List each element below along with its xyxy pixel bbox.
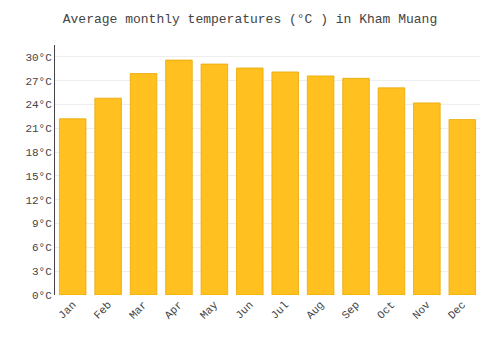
svg-text:Jul: Jul xyxy=(269,299,291,321)
svg-text:May: May xyxy=(198,299,221,322)
svg-text:Feb: Feb xyxy=(92,299,114,321)
svg-text:Dec: Dec xyxy=(446,299,468,321)
svg-text:30°C: 30°C xyxy=(25,52,52,64)
svg-text:Jan: Jan xyxy=(56,299,78,321)
svg-text:15°C: 15°C xyxy=(25,171,52,183)
svg-text:27°C: 27°C xyxy=(25,76,52,88)
svg-text:Average monthly temperatures (: Average monthly temperatures (°C ) in Kh… xyxy=(63,12,437,27)
svg-text:Aug: Aug xyxy=(304,299,326,321)
svg-text:18°C: 18°C xyxy=(25,147,52,159)
svg-text:9°C: 9°C xyxy=(32,218,52,230)
svg-text:21°C: 21°C xyxy=(25,123,52,135)
svg-text:Apr: Apr xyxy=(162,299,184,321)
svg-text:Jun: Jun xyxy=(233,299,255,321)
svg-text:Sep: Sep xyxy=(340,299,362,321)
svg-text:3°C: 3°C xyxy=(32,266,52,278)
svg-text:Oct: Oct xyxy=(375,299,397,321)
svg-text:24°C: 24°C xyxy=(25,99,52,111)
svg-text:12°C: 12°C xyxy=(25,195,52,207)
svg-text:Mar: Mar xyxy=(127,299,149,321)
svg-text:0°C: 0°C xyxy=(32,290,52,302)
svg-text:6°C: 6°C xyxy=(32,242,52,254)
svg-text:Nov: Nov xyxy=(410,299,433,322)
